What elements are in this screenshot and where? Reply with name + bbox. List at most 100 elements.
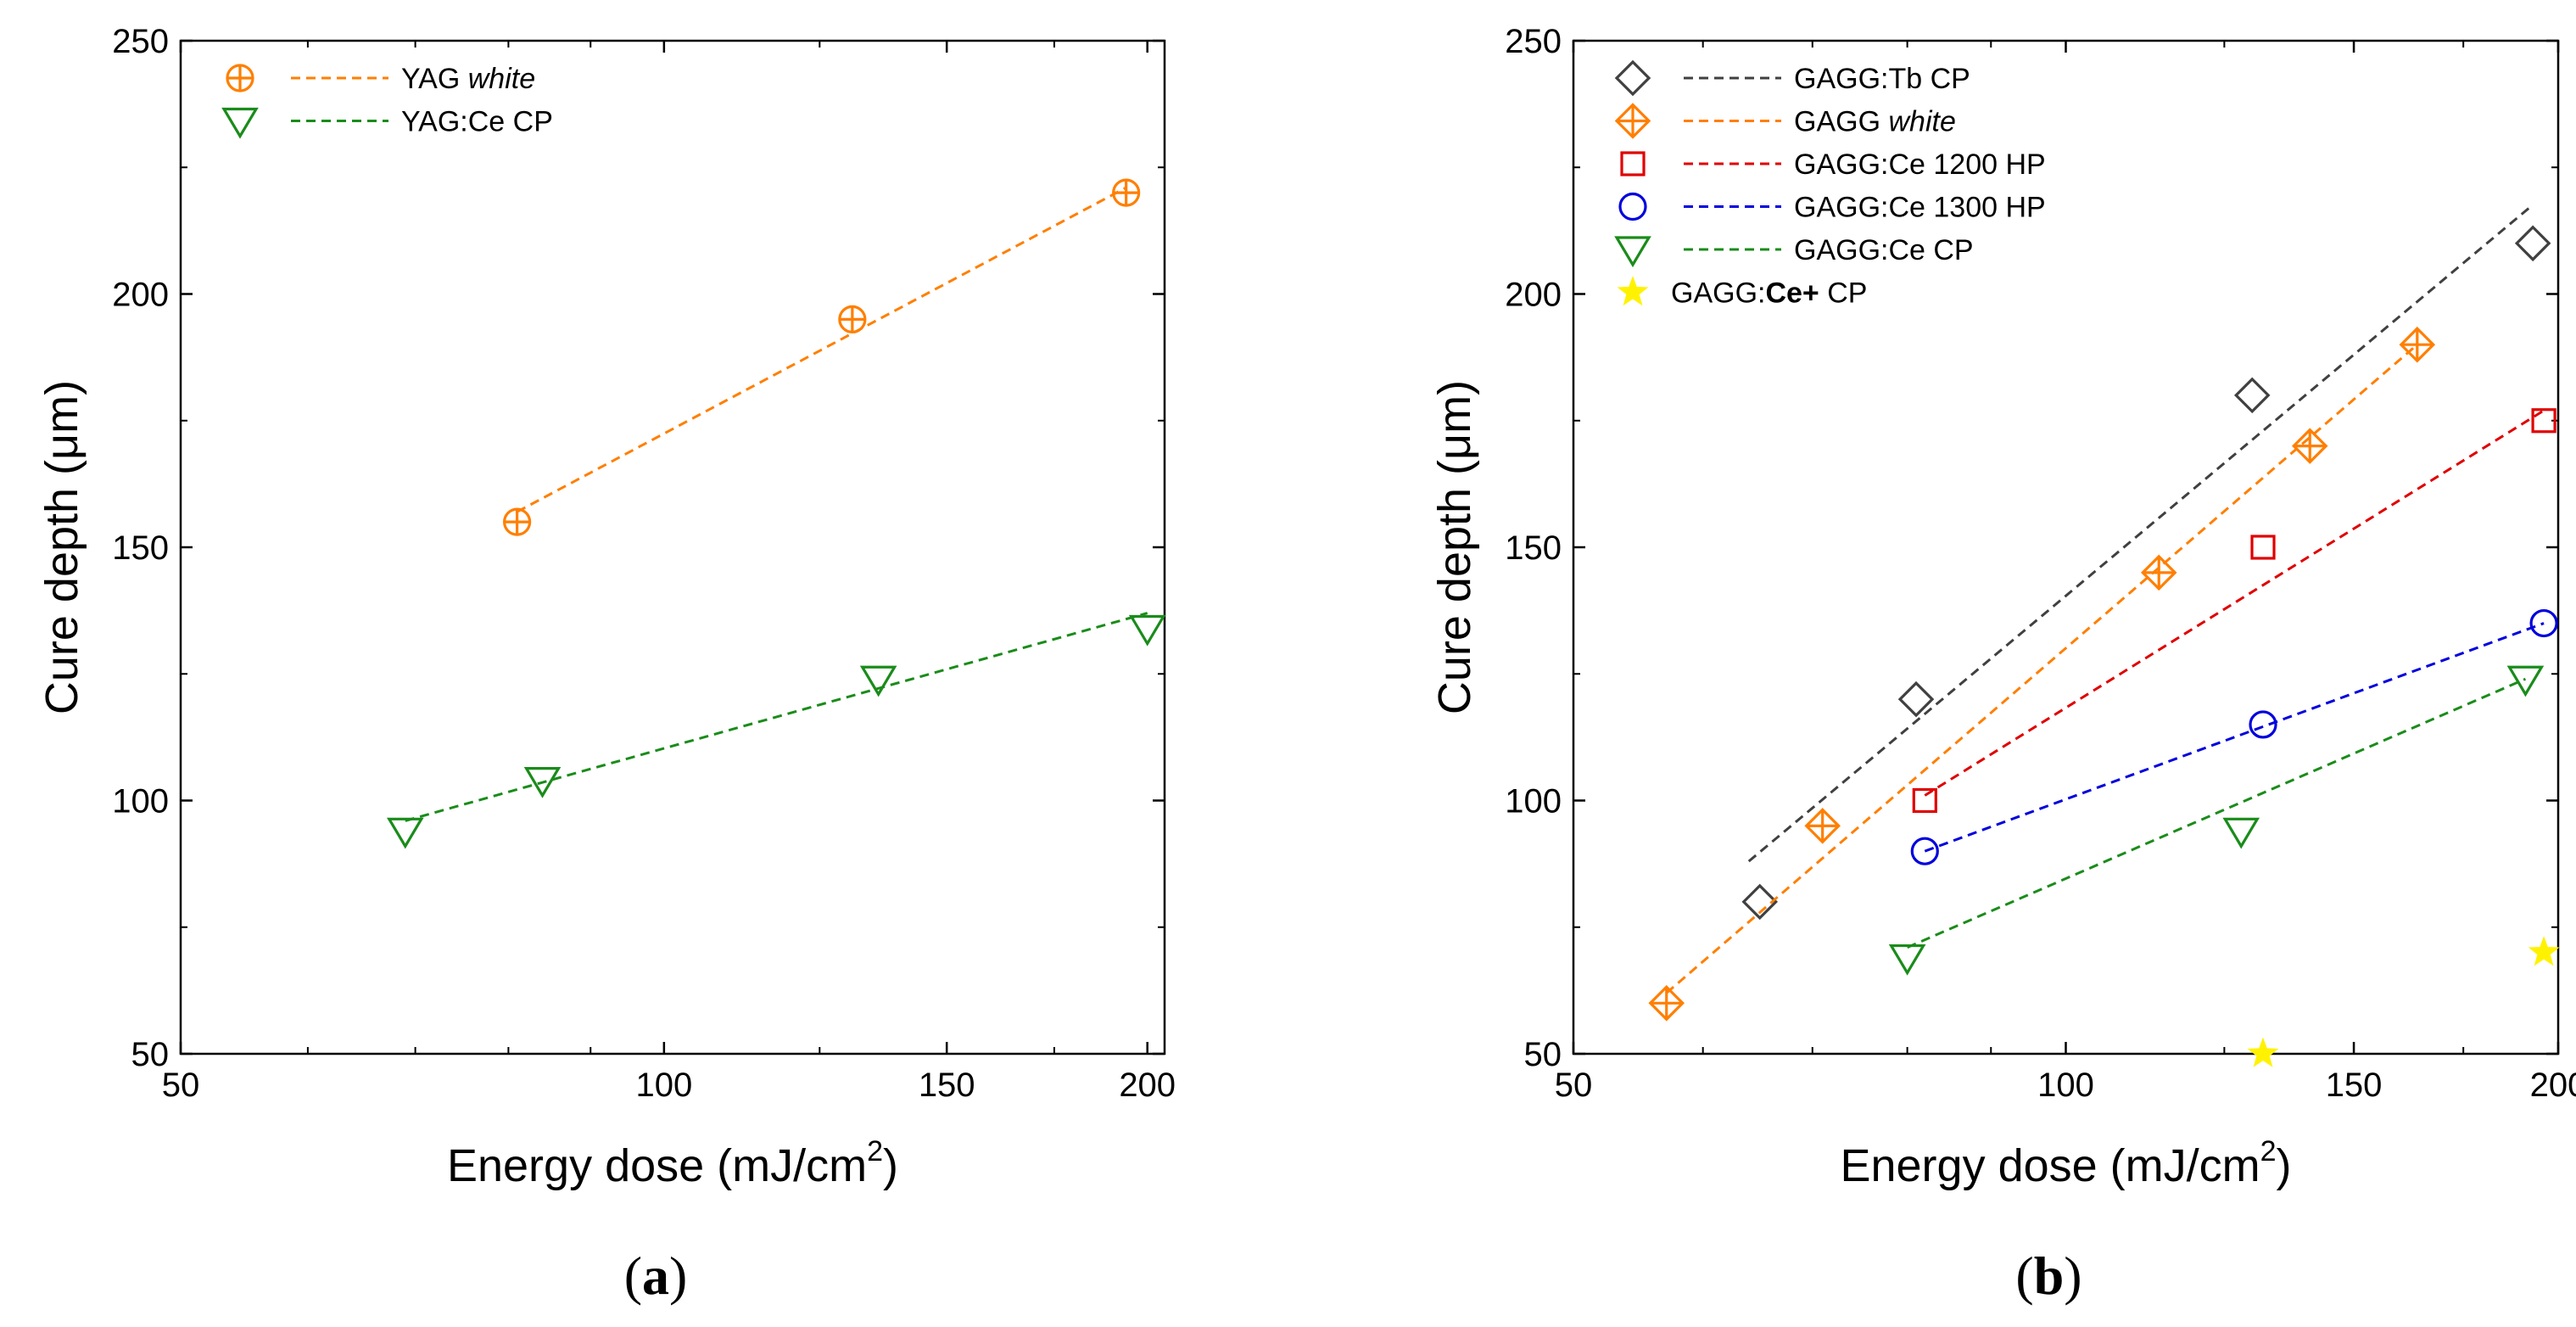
- legend-label-gagg-ce-cp: GAGG:Ce CP: [1794, 234, 1974, 266]
- data-point-gagg-ce-1200-hp: [2250, 535, 2276, 560]
- data-point-yag-ce-cp: [386, 817, 424, 849]
- data-point-yagwhite: [1112, 178, 1141, 207]
- data-point-yag-ce-cp: [859, 665, 897, 697]
- data-point-yag-ce-cp: [1128, 614, 1166, 647]
- legend-label-yag-ce-cp: YAG:Ce CP: [401, 106, 553, 138]
- legend-symbol-yagwhite: [226, 64, 254, 92]
- data-point-gagg-ce-1300-hp: [2529, 608, 2558, 638]
- fit-line-gagg-ce-cp: [1907, 677, 2527, 949]
- plot-frame: [1572, 39, 2560, 1055]
- panel-label-open: (: [624, 1246, 642, 1306]
- legend-label-name: GAGG:Ce 1200 HP: [1794, 148, 2046, 181]
- data-point-gagg-ce-1200-hp: [2531, 408, 2556, 434]
- legend-symbol-yagwhite-cross: [227, 65, 253, 91]
- data-point-gagg-ce-cp: [1888, 943, 1926, 976]
- data-point-gagg-tb-cp: [2233, 377, 2271, 414]
- data-point-gagg-ce-cp: [2222, 817, 2260, 849]
- panel-label-close: ): [2064, 1246, 2081, 1306]
- legend-label-bold: Ce+: [1765, 277, 1819, 310]
- data-point-gagg-ce-cp: [2528, 936, 2560, 966]
- x-axis-title-main: Energy dose (mJ/cm: [447, 1140, 867, 1191]
- data-point-gagg-ce-1300-hp: [2249, 710, 2277, 739]
- panel-label-letter: a: [642, 1246, 669, 1306]
- data-point-gaggwhite-cross: [2400, 328, 2434, 361]
- data-point-gagg-ce-cp: [2247, 1037, 2279, 1067]
- fit-line-yagwhite: [516, 186, 1127, 513]
- y-tick-label: 150: [1505, 529, 1562, 567]
- x-tick-label: 100: [2037, 1067, 2094, 1104]
- data-point-gaggwhite-cross: [1806, 809, 1839, 843]
- x-tick-label: 50: [1555, 1067, 1593, 1104]
- x-tick-label: 50: [162, 1067, 200, 1104]
- data-point-yag-ce-cp: [523, 767, 562, 798]
- legend: YAG white YAG:Ce CP: [221, 63, 553, 139]
- panel-b-chart: 50 100 150 200 50 100 150 200 250 Energy dose (mJ…: [1429, 23, 2576, 1306]
- data-point-yagwhite-cross: [839, 306, 865, 333]
- y-tick-label: 100: [112, 783, 169, 820]
- legend-label-gaggwhite: GAGG white: [1794, 106, 1956, 138]
- y-tick-label: 200: [112, 277, 169, 314]
- y-axis-title: Cure depth (μm): [1429, 380, 1480, 714]
- legend-label-italic: white: [460, 63, 535, 95]
- plot-frame: [179, 39, 1166, 1055]
- y-tick-label: 50: [1524, 1036, 1562, 1073]
- legend-symbol-yag-ce-cp: [221, 107, 259, 139]
- legend-label-name: GAGG:Tb CP: [1794, 63, 1970, 95]
- legend-label-name: GAGG:: [1671, 277, 1765, 310]
- legend-label-gagg-tb-cp: GAGG:Tb CP: [1794, 63, 1970, 95]
- legend-symbol-gaggwhite: [1614, 103, 1651, 139]
- y-tick-label: 100: [1505, 783, 1562, 820]
- data-point-gaggwhite: [1804, 808, 1841, 844]
- x-axis-title-main: Energy dose (mJ/cm: [1840, 1140, 2260, 1191]
- x-axis-title-tail: ): [883, 1140, 898, 1191]
- panel-label-letter: b: [2034, 1246, 2065, 1306]
- legend-symbol-gagg-ce-1200-hp: [1620, 151, 1646, 176]
- data-point-gagg-ce-1300-hp: [1910, 837, 1939, 865]
- x-tick-label: 100: [635, 1067, 692, 1104]
- data-point-gaggwhite-cross: [1650, 987, 1683, 1020]
- y-tick-label: 250: [112, 23, 169, 60]
- legend-symbol-gagg-ce-1300-hp: [1618, 192, 1647, 221]
- x-tick-label: 150: [919, 1067, 975, 1104]
- x-tick-label: 200: [2530, 1067, 2576, 1104]
- data-point-gaggwhite: [2291, 428, 2328, 464]
- panel-label-close: ): [669, 1246, 687, 1306]
- data-point-gagg-ce-cp: [2506, 665, 2545, 697]
- legend-symbol-gagg-ce-cp: [1617, 276, 1649, 306]
- legend-label-gagg-ce-1300-hp: GAGG:Ce 1300 HP: [1794, 192, 2046, 224]
- x-tick-label: 150: [2326, 1067, 2383, 1104]
- data-point-gagg-ce-1200-hp: [1912, 787, 1937, 814]
- y-tick-label: 250: [1505, 23, 1562, 60]
- data-point-gagg-tb-cp: [1897, 680, 1935, 718]
- legend-label-name: YAG:Ce CP: [401, 106, 553, 138]
- x-axis-title-tail: ): [2277, 1140, 2292, 1191]
- fit-line-gaggwhite: [1665, 344, 2418, 994]
- legend-label-gagg-ce-1200-hp: GAGG:Ce 1200 HP: [1794, 148, 2046, 181]
- data-point-yagwhite-cross: [504, 509, 530, 535]
- data-point-gaggwhite: [2140, 554, 2177, 591]
- data-point-gagg-tb-cp: [1741, 883, 1778, 921]
- legend-label-name: YAG: [401, 63, 460, 95]
- data-point-gaggwhite-cross: [2294, 429, 2327, 462]
- legend-symbol-gagg-tb-cp: [1614, 59, 1651, 97]
- y-axis-title: Cure depth (μm): [36, 380, 87, 714]
- panel-a-chart: 50 100 150 200 50 100 150 200 250 Energy dose (mJ…: [36, 23, 1176, 1306]
- x-axis-title: Energy dose (mJ/cm2): [1840, 1135, 2291, 1191]
- legend-label-yagwhite: YAG white: [401, 63, 535, 95]
- fit-line-gagg-ce-1300-hp: [1924, 622, 2545, 853]
- legend: GAGG:Tb CP GAGG white GAGG:Ce 1200 HP GAGG:…: [1614, 59, 2046, 310]
- legend-label-name: GAGG:Ce CP: [1794, 234, 1974, 266]
- data-point-yagwhite: [503, 507, 532, 536]
- data-point-gagg-tb-cp: [2514, 225, 2551, 262]
- legend-label-gagg-ce-cp: GAGG:Ce+ CP: [1671, 277, 1867, 310]
- y-tick-label: 50: [131, 1036, 170, 1073]
- legend-label-name: GAGG:Ce 1300 HP: [1794, 192, 2046, 224]
- data-point-yagwhite-cross: [1113, 180, 1139, 206]
- panel-label: (a): [624, 1246, 688, 1306]
- legend-label-italic: white: [1880, 106, 1956, 138]
- data-point-gaggwhite: [2399, 326, 2436, 363]
- data-point-yagwhite: [838, 305, 867, 333]
- panel-label: (b): [2015, 1246, 2081, 1306]
- legend-symbol-gagg-ce-cp: [1614, 236, 1651, 268]
